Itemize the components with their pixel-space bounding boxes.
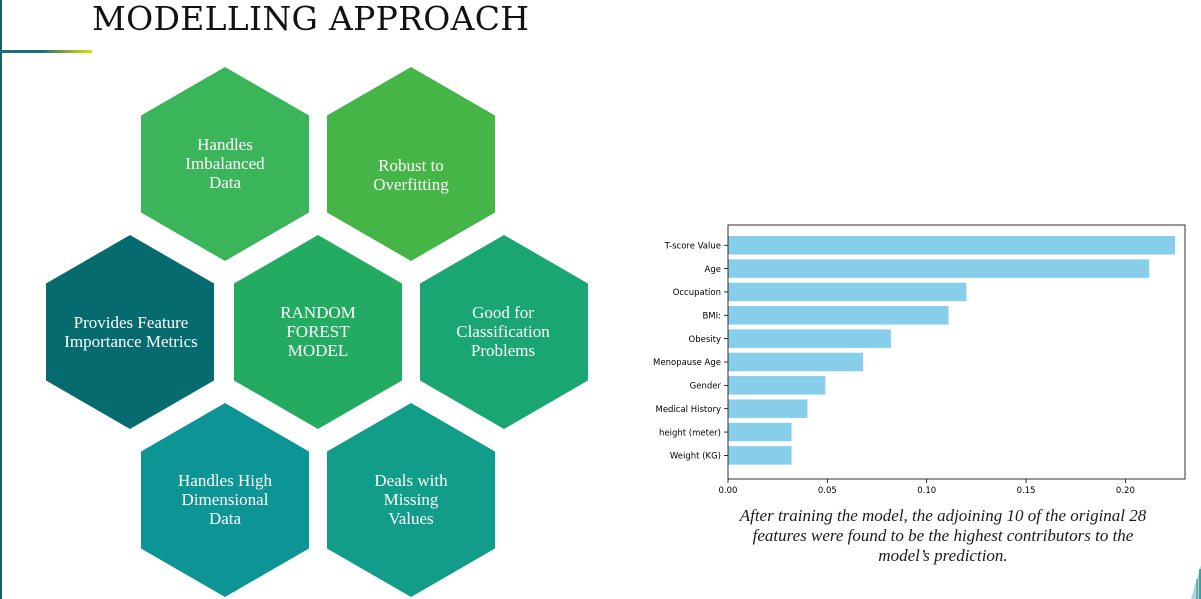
x-tick-label: 0.20	[1116, 486, 1135, 496]
axes-frame	[727, 224, 1186, 480]
x-tick-label: 0.15	[1017, 486, 1036, 496]
hexagon-label-classification: Good for Classification Problems	[456, 302, 550, 360]
hexagon-classification-problems	[420, 235, 588, 429]
hexagon-feature-importance	[46, 235, 214, 429]
bar-1	[728, 236, 1176, 255]
bar-7	[728, 376, 826, 395]
x-tick-label: 0.05	[818, 486, 837, 496]
corner-decoration	[1191, 565, 1201, 599]
hexagon-label-overfitting: Robust to Overfitting	[373, 156, 449, 194]
page-title: MODELLING APPROACH	[92, 0, 530, 38]
hexagon-label-feature-importance: Provides Feature Importance Metrics	[64, 313, 198, 351]
y-tick-label: Medical History	[655, 405, 721, 415]
x-tick-label: 0.10	[917, 486, 936, 496]
hexagon-handles-imbalanced-data	[141, 67, 309, 261]
bar-6	[728, 352, 864, 372]
bar-9	[728, 422, 792, 442]
hexagon-missing-values	[327, 403, 495, 597]
feature-importance-chart: T-score Value Age Occupation BMI: Obesity Men…	[600, 215, 1200, 500]
hexagon-random-forest-model	[234, 235, 402, 429]
y-tick-label: Weight (KG)	[670, 452, 721, 462]
y-tick-label: T-score Value	[664, 241, 721, 251]
left-accent-rule	[0, 0, 2, 599]
hexagon-label-random-forest: RANDOM FOREST MODEL	[280, 302, 356, 360]
bar-4	[728, 306, 949, 325]
y-tick-label: Obesity	[689, 335, 721, 345]
y-tick-label: Menopause Age	[653, 358, 721, 368]
y-tick-label: height (meter)	[659, 428, 721, 438]
bar-8	[728, 399, 808, 418]
chart-caption: After training the model, the adjoining …	[739, 506, 1147, 565]
hexagon-label-missing-values: Deals with Missing Values	[374, 470, 448, 528]
bar-chart-svg: T-score Value Age Occupation BMI: Obesity Men…	[653, 224, 1186, 496]
bar-2	[728, 259, 1150, 278]
y-tick-label: Age	[705, 265, 721, 275]
bar-3	[728, 282, 967, 302]
bar-10	[728, 446, 792, 465]
hexagon-label-imbalanced: Handles Imbalanced Data	[185, 134, 265, 192]
hexagon-high-dimensional-data	[141, 403, 309, 597]
hexagon-label-high-dimensional: Handles High Dimensional Data	[178, 470, 272, 528]
bar-5	[728, 329, 891, 348]
y-tick-label: Gender	[690, 382, 722, 392]
y-tick-label: Occupation	[673, 288, 721, 298]
hexagon-robust-to-overfitting	[327, 67, 495, 261]
x-tick-label: 0.00	[719, 486, 738, 496]
title-underline	[0, 50, 92, 53]
y-tick-label: BMI:	[702, 312, 721, 322]
